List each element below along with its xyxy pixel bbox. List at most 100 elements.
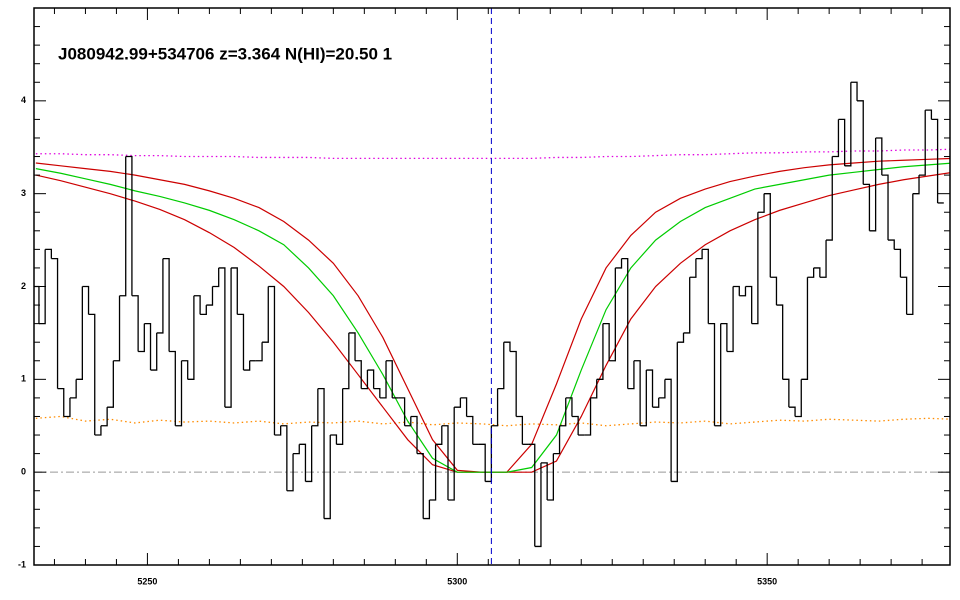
flux-bin xyxy=(398,397,406,426)
flux-bin xyxy=(107,360,114,408)
flux-bin xyxy=(119,156,127,297)
flux-bin xyxy=(726,286,734,353)
flux-bin xyxy=(745,285,753,324)
axes: 5250 5300 5350 -1 0 1 2 3 4 xyxy=(18,8,950,586)
flux-bin xyxy=(547,453,555,501)
flux-bin xyxy=(807,267,815,278)
flux-bin xyxy=(491,388,499,427)
flux-bin xyxy=(900,276,908,315)
flux-bin xyxy=(894,248,902,278)
flux-bin xyxy=(788,406,796,417)
flux-bin xyxy=(813,267,821,278)
flux-bin xyxy=(138,323,145,353)
flux-bin xyxy=(782,378,790,408)
flux-bin xyxy=(912,175,920,195)
flux-bin xyxy=(751,212,759,325)
flux-bin xyxy=(237,313,245,371)
flux-bin xyxy=(553,425,561,455)
flux-bin xyxy=(677,332,685,343)
flux-bin xyxy=(919,110,926,176)
flux-bin xyxy=(627,360,635,390)
flux-bin xyxy=(534,462,542,548)
flux-bin xyxy=(69,379,77,399)
flux-bin xyxy=(255,342,263,362)
flux-bin xyxy=(497,342,505,390)
flux-bin xyxy=(689,258,697,278)
flux-bin xyxy=(646,369,654,408)
flux-bin xyxy=(540,462,548,501)
flux-bin xyxy=(274,425,282,436)
flux-bin xyxy=(379,360,387,399)
flux-bin xyxy=(757,193,765,213)
flux-bin xyxy=(355,360,362,389)
y-tick-label: 1 xyxy=(21,374,26,384)
flux-bin xyxy=(224,267,232,408)
flux-bin xyxy=(293,444,300,455)
flux-bin xyxy=(231,267,238,315)
flux-bin xyxy=(317,387,325,519)
flux-bin xyxy=(76,286,83,380)
flux-bin xyxy=(559,397,567,427)
flux-bin xyxy=(708,322,716,426)
flux-bin xyxy=(441,425,449,501)
flux-bin xyxy=(633,360,641,426)
x-tick-label: 5300 xyxy=(447,576,467,586)
flux-bin xyxy=(131,295,139,352)
flux-bin xyxy=(714,323,722,427)
flux-bin xyxy=(739,286,747,297)
y-tick-label: -1 xyxy=(18,559,26,569)
plot-area xyxy=(34,8,950,565)
flux-bin xyxy=(125,155,133,296)
flux-bin xyxy=(361,370,369,390)
flux-bin xyxy=(850,81,858,101)
flux-bin xyxy=(602,322,610,361)
flux-bin xyxy=(683,277,691,334)
flux-bin xyxy=(243,360,251,371)
flux-bin xyxy=(435,425,443,445)
flux-bin xyxy=(460,397,468,417)
flux-bin xyxy=(100,407,108,427)
flux-bin xyxy=(888,239,895,250)
flux-bin xyxy=(268,285,276,436)
flux-bin xyxy=(819,240,827,278)
flux-bin xyxy=(324,435,331,520)
flux-bin xyxy=(869,137,877,232)
flux-bin xyxy=(63,397,71,418)
flux-bin xyxy=(212,267,220,288)
flux-bin xyxy=(925,109,933,120)
flux-bin xyxy=(144,322,152,371)
flux-bin xyxy=(844,82,852,167)
flux-bin xyxy=(906,193,914,315)
flux-bin xyxy=(181,360,189,380)
flux-bin xyxy=(404,416,412,427)
flux-bin xyxy=(826,156,833,241)
flux-bin xyxy=(280,425,288,491)
flux-bin xyxy=(162,258,170,352)
model-line xyxy=(35,415,950,427)
flux-bin xyxy=(175,360,183,427)
chart-title: J080942.99+534706 z=3.364 N(HI)=20.50 1 xyxy=(58,44,392,63)
flux-bin xyxy=(695,249,703,260)
flux-bin xyxy=(584,397,592,436)
flux-bin xyxy=(45,248,53,259)
flux-bin xyxy=(218,267,226,408)
flux-bin xyxy=(832,119,840,158)
flux-bin xyxy=(94,425,102,436)
x-tick-label: 5250 xyxy=(137,576,157,586)
flux-bin xyxy=(150,332,158,371)
flux-bin xyxy=(38,249,46,325)
flux-bin xyxy=(875,137,883,176)
flux-bin xyxy=(621,258,629,389)
flux-bin xyxy=(187,295,195,380)
flux-bin xyxy=(720,322,728,352)
flux-bin xyxy=(764,193,771,278)
flux-bin xyxy=(466,415,474,445)
flux-bin xyxy=(169,350,176,426)
flux-bin xyxy=(88,313,96,436)
y-tick-label: 4 xyxy=(21,95,26,105)
flux-bin xyxy=(386,360,393,398)
flux-bin xyxy=(640,370,647,427)
flux-bin xyxy=(615,258,623,269)
